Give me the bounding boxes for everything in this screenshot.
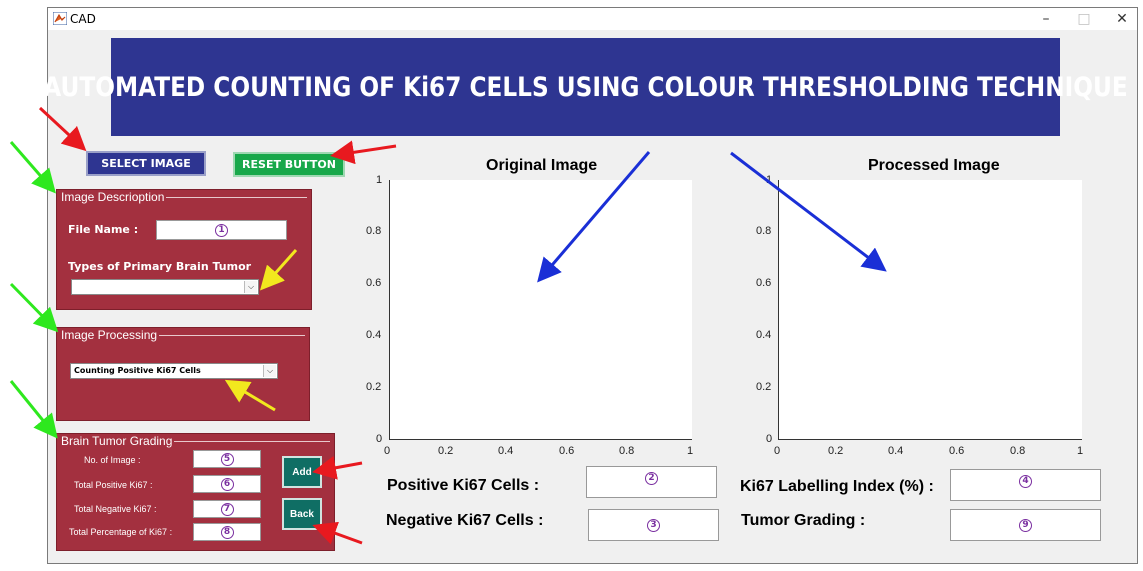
y-tick-label: 0.2 bbox=[366, 381, 382, 393]
tumor-grading-label: Tumor Grading : bbox=[741, 512, 866, 529]
title-banner: AUTOMATED COUNTING OF Ki67 CELLS USING C… bbox=[43, 38, 1128, 136]
x-tick-label: 0.8 bbox=[619, 445, 635, 457]
marker-1: 1 bbox=[215, 223, 228, 237]
image-description-panel: Image Descrioption File Name : 1 Types o… bbox=[56, 189, 312, 310]
green-arrow bbox=[9, 380, 58, 439]
no-of-image-field[interactable]: 5 bbox=[193, 450, 261, 468]
yellow-arrow bbox=[224, 379, 276, 412]
reset-button[interactable]: RESET BUTTON bbox=[233, 152, 345, 177]
tumor-grading-field[interactable]: 9 bbox=[950, 509, 1101, 541]
positive-cells-field[interactable]: 2 bbox=[586, 466, 717, 498]
marker-8: 8 bbox=[220, 525, 234, 539]
total-positive-field[interactable]: 6 bbox=[193, 475, 261, 493]
file-name-field[interactable]: 1 bbox=[156, 220, 287, 240]
y-tick-label: 0 bbox=[766, 433, 773, 445]
red-arrow bbox=[312, 521, 363, 545]
marker-5: 5 bbox=[220, 452, 234, 466]
marker-7: 7 bbox=[220, 502, 234, 516]
x-tick-label: 0.6 bbox=[559, 445, 575, 457]
image-description-title: Image Descrioption bbox=[59, 190, 167, 204]
close-button[interactable]: ✕ bbox=[1116, 11, 1128, 27]
title-bar: CAD – □ ✕ bbox=[48, 8, 1137, 30]
original-image-axes bbox=[389, 180, 692, 440]
yellow-arrow bbox=[260, 249, 298, 291]
window-title: CAD bbox=[70, 12, 96, 26]
green-arrow bbox=[9, 282, 59, 333]
y-tick-label: 0.4 bbox=[366, 329, 382, 341]
red-arrow bbox=[312, 455, 363, 480]
y-tick-label: 0.2 bbox=[756, 381, 772, 393]
file-name-label: File Name : bbox=[68, 223, 139, 236]
total-percentage-field[interactable]: 8 bbox=[193, 523, 261, 541]
select-image-button[interactable]: SELECT IMAGE bbox=[86, 151, 206, 176]
x-tick-label: 0.6 bbox=[949, 445, 965, 457]
marker-2: 2 bbox=[645, 471, 658, 485]
x-tick-label: 0 bbox=[384, 445, 391, 457]
blue-arrow bbox=[537, 151, 651, 283]
marker-4: 4 bbox=[1019, 474, 1032, 488]
green-arrow bbox=[9, 141, 56, 194]
grading-row-label: Total Negative Ki67 : bbox=[74, 504, 157, 514]
y-tick-label: 0 bbox=[376, 433, 383, 445]
x-tick-label: 1 bbox=[1077, 445, 1084, 457]
processing-method-value: Counting Positive Ki67 Cells bbox=[74, 366, 201, 375]
x-tick-label: 0.8 bbox=[1010, 445, 1026, 457]
y-tick-label: 0.6 bbox=[756, 277, 772, 289]
banner-title: AUTOMATED COUNTING OF Ki67 CELLS USING C… bbox=[43, 71, 1128, 103]
processed-image-axes bbox=[778, 180, 1082, 440]
y-tick-label: 1 bbox=[766, 174, 773, 186]
x-tick-label: 0 bbox=[774, 445, 781, 457]
y-tick-label: 0.8 bbox=[756, 225, 772, 237]
negative-cells-field[interactable]: 3 bbox=[588, 509, 719, 541]
marker-3: 3 bbox=[647, 518, 660, 532]
brain-tumor-grading-title: Brain Tumor Grading bbox=[59, 434, 175, 448]
y-tick-label: 0.8 bbox=[366, 225, 382, 237]
marker-6: 6 bbox=[220, 477, 234, 491]
negative-cells-label: Negative Ki67 Cells : bbox=[386, 512, 544, 529]
processed-image-title: Processed Image bbox=[868, 157, 1000, 174]
back-button[interactable]: Back bbox=[282, 498, 322, 530]
chevron-down-icon: ⌵ bbox=[244, 281, 257, 293]
image-processing-title: Image Processing bbox=[59, 328, 160, 342]
x-tick-label: 0.2 bbox=[828, 445, 844, 457]
red-arrow bbox=[330, 140, 397, 165]
brain-tumor-grading-panel: Brain Tumor Grading No. of Image : 5 Tot… bbox=[56, 433, 335, 551]
original-image-title: Original Image bbox=[486, 157, 598, 174]
maximize-button[interactable]: □ bbox=[1077, 11, 1091, 27]
processing-method-dropdown[interactable]: Counting Positive Ki67 Cells ⌵ bbox=[70, 363, 278, 379]
labelling-index-field[interactable]: 4 bbox=[950, 469, 1101, 501]
minimize-button[interactable]: – bbox=[1042, 11, 1050, 27]
red-arrow bbox=[38, 106, 87, 152]
tumor-types-dropdown[interactable]: ⌵ bbox=[71, 279, 259, 295]
x-tick-label: 0.4 bbox=[888, 445, 904, 457]
chevron-down-icon: ⌵ bbox=[263, 365, 276, 377]
grading-row-label: Total Positive Ki67 : bbox=[74, 480, 153, 490]
labelling-index-label: Ki67 Labelling Index (%) : bbox=[740, 478, 934, 495]
matlab-app-icon bbox=[53, 12, 67, 25]
x-tick-label: 1 bbox=[687, 445, 694, 457]
grading-row-label: Total Percentage of Ki67 : bbox=[69, 527, 173, 537]
marker-9: 9 bbox=[1019, 518, 1032, 532]
app-window: CAD – □ ✕ AUTOMATED COUNTING OF Ki67 CEL… bbox=[43, 7, 1138, 564]
y-tick-label: 0.4 bbox=[756, 329, 772, 341]
grading-row-label: No. of Image : bbox=[84, 455, 141, 465]
tumor-types-label: Types of Primary Brain Tumor bbox=[68, 260, 252, 273]
total-negative-field[interactable]: 7 bbox=[193, 500, 261, 518]
x-tick-label: 0.2 bbox=[438, 445, 454, 457]
y-tick-label: 0.6 bbox=[366, 277, 382, 289]
x-tick-label: 0.4 bbox=[498, 445, 514, 457]
blue-arrow bbox=[730, 151, 887, 272]
y-tick-label: 1 bbox=[376, 174, 383, 186]
positive-cells-label: Positive Ki67 Cells : bbox=[387, 477, 540, 494]
